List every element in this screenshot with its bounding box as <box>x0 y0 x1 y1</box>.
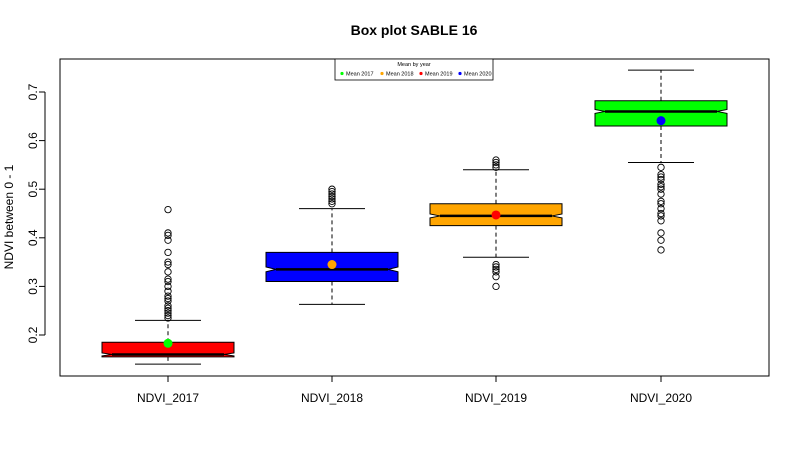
outlier-point <box>164 275 172 283</box>
outlier-point <box>328 195 336 203</box>
x-tick-label: NDVI_2020 <box>630 391 692 405</box>
outlier-point <box>492 265 500 274</box>
outlier-point <box>164 236 172 244</box>
y-axis: 0.2 0.3 0.4 0.5 0.6 0.7 <box>26 83 46 343</box>
outlier-point <box>164 311 172 320</box>
outlier-point <box>164 302 172 310</box>
outlier-point <box>164 258 172 266</box>
legend-marker <box>340 71 344 76</box>
outlier-point <box>164 231 172 240</box>
outlier-point <box>492 268 500 276</box>
outlier-point <box>164 314 172 322</box>
outlier-point <box>657 190 665 198</box>
outlier-point <box>657 170 665 179</box>
legend-entry-label: Mean 2019 <box>425 72 453 78</box>
legend-box <box>334 58 494 81</box>
legend-marker <box>380 71 384 76</box>
y-tick-label: 0.5 <box>26 181 40 198</box>
legend-entries: Mean 2017 Mean 2018 Mean 2019 Mean 2020 <box>340 71 492 78</box>
x-axis: NDVI_2017 NDVI_2018 NDVI_2019 NDVI_2020 <box>137 375 692 405</box>
outlier-point <box>328 200 336 208</box>
outlier-point <box>657 246 665 254</box>
x-tick-label: NDVI_2019 <box>465 391 527 405</box>
outlier-point <box>164 268 172 276</box>
outlier-point <box>657 173 665 181</box>
mean-point <box>656 116 666 126</box>
outlier-point <box>492 161 500 169</box>
x-tick-label: NDVI_2017 <box>137 391 199 405</box>
outlier-point <box>492 282 500 291</box>
outlier-point <box>657 183 665 191</box>
outlier-point <box>164 229 172 237</box>
outlier-point <box>657 204 665 213</box>
outlier-point <box>492 263 500 271</box>
outlier-point <box>164 248 172 257</box>
outlier-point <box>492 158 500 167</box>
mean-point <box>491 210 501 220</box>
outlier-point <box>657 163 665 171</box>
outlier-point <box>657 217 665 225</box>
outlier-point <box>657 236 665 244</box>
outlier-point <box>328 187 336 196</box>
outlier-point <box>164 260 172 269</box>
outlier-point <box>164 294 172 303</box>
outlier-point <box>164 282 172 291</box>
outlier-point <box>164 309 172 317</box>
y-tick-label: 0.4 <box>26 229 40 246</box>
legend-title: Mean by year <box>397 62 430 68</box>
outlier-point <box>164 292 172 300</box>
outlier-point <box>657 229 665 237</box>
box-NDVI_2017 <box>101 205 235 365</box>
outlier-point <box>164 277 172 286</box>
outlier-point <box>164 304 172 312</box>
legend-entry-label: Mean 2017 <box>346 72 374 78</box>
y-tick-label: 0.2 <box>26 326 40 343</box>
outlier-point <box>492 156 500 164</box>
y-tick-label: 0.7 <box>26 83 40 100</box>
legend-entry-label: Mean 2020 <box>464 72 492 78</box>
outlier-point <box>657 212 665 220</box>
outlier-point <box>492 260 500 269</box>
outlier-point <box>164 205 172 214</box>
outlier-point <box>328 197 336 206</box>
chart-title: Box plot SABLE 16 <box>351 22 478 38</box>
mean-point <box>163 338 173 348</box>
legend-marker <box>419 71 423 76</box>
box-NDVI_2020 <box>594 69 728 254</box>
outlier-point <box>328 185 336 193</box>
outlier-point <box>657 185 665 193</box>
x-tick-label: NDVI_2018 <box>301 391 363 405</box>
outlier-point <box>657 197 665 206</box>
outlier-point <box>657 209 665 218</box>
outlier-point <box>164 307 172 315</box>
outlier-point <box>164 287 172 295</box>
outlier-point <box>328 190 336 198</box>
legend: Mean by year Mean 2017 Mean 2018 Mean 2019… <box>334 58 494 81</box>
boxes-group <box>101 69 728 365</box>
outlier-point <box>657 200 665 208</box>
outlier-point <box>492 273 500 281</box>
y-tick-label: 0.6 <box>26 132 40 149</box>
outlier-point <box>657 180 665 188</box>
y-axis-label: NDVI between 0 - 1 <box>2 164 16 269</box>
mean-point <box>327 260 337 270</box>
box-NDVI_2018 <box>265 185 399 305</box>
legend-marker <box>458 71 462 76</box>
box-body <box>594 100 728 127</box>
outlier-point <box>328 192 336 201</box>
outlier-point <box>492 163 500 171</box>
outlier-point <box>657 175 665 184</box>
y-tick-label: 0.3 <box>26 278 40 295</box>
box-NDVI_2019 <box>429 156 563 291</box>
outlier-point <box>164 297 172 305</box>
legend-entry-label: Mean 2018 <box>386 72 414 78</box>
